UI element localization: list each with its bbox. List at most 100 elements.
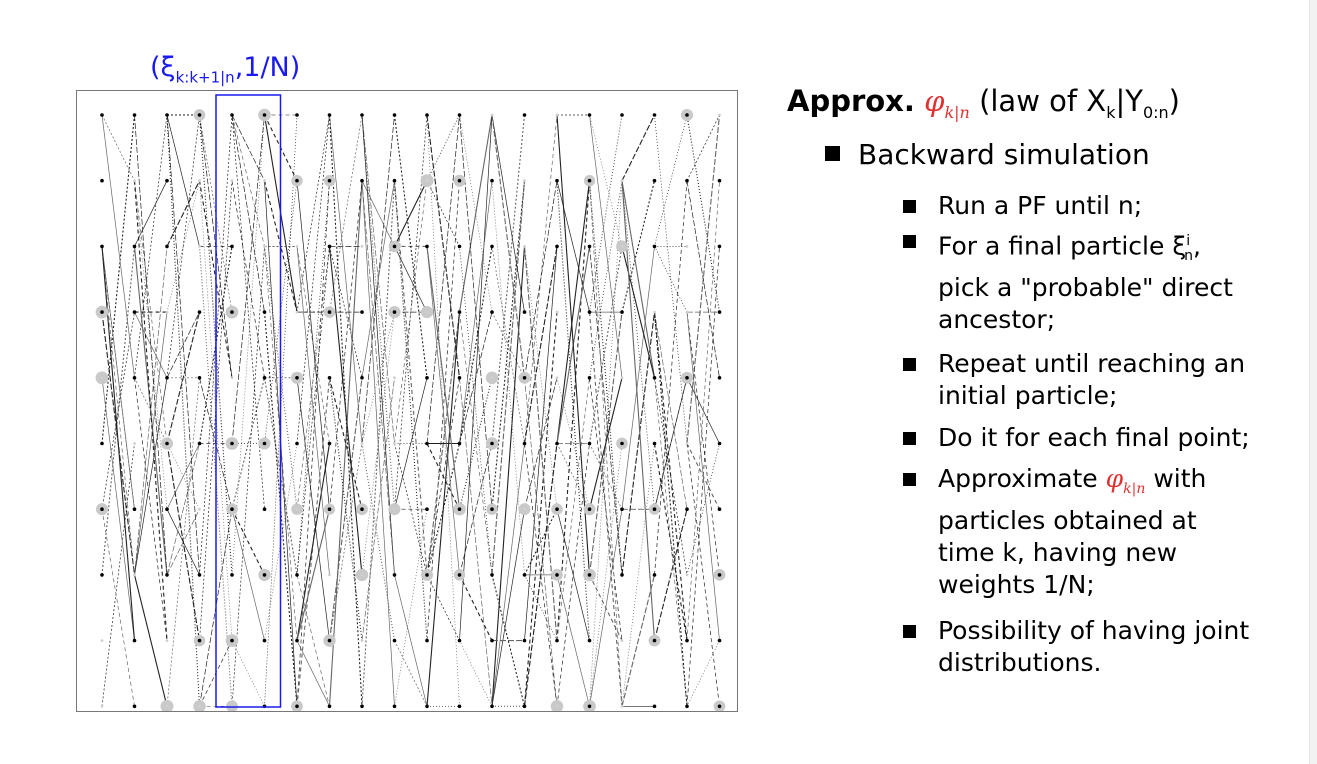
particle (490, 178, 494, 183)
scrollbar-rail[interactable] (1309, 0, 1317, 764)
ancestry-link (133, 246, 168, 575)
ancestry-link (101, 509, 135, 707)
particle (457, 638, 462, 643)
ancestry-link (296, 180, 330, 707)
ancestry-link (458, 246, 493, 444)
ancestry-link (101, 246, 136, 641)
particle (197, 113, 202, 117)
particle (327, 376, 332, 380)
particle (262, 310, 267, 314)
particle (652, 704, 657, 709)
particle (717, 178, 722, 183)
particle (620, 639, 624, 642)
particle (457, 704, 462, 709)
ancestry-link (361, 180, 395, 707)
heading-bar: |Y (1115, 84, 1143, 118)
ancestry-link (328, 114, 363, 707)
square-bullet-icon (903, 358, 916, 371)
ancestry-link (101, 114, 135, 181)
ancestry-link (101, 377, 135, 641)
ancestry-link (231, 246, 265, 707)
ancestry-link (686, 114, 720, 181)
particle (555, 113, 559, 117)
particle (165, 639, 169, 642)
particle (522, 113, 527, 117)
list-item-line: Approximate (938, 464, 1098, 493)
particle (587, 573, 592, 577)
ancestry-link (621, 443, 655, 707)
ancestry-link (653, 509, 688, 641)
particle (717, 573, 722, 577)
particle (457, 441, 462, 446)
particle (295, 638, 299, 643)
ancestry-link (491, 509, 525, 707)
particle (230, 507, 234, 512)
heading-y-sub: 0:n (1142, 102, 1169, 122)
ancestry-link (686, 443, 720, 575)
ancestry-link (459, 574, 493, 641)
ancestry-link (459, 377, 493, 707)
list-item-line: pick a "probable" direct (938, 273, 1233, 303)
particle (360, 639, 364, 642)
particle (523, 245, 526, 248)
particle (587, 310, 592, 314)
ancestry-link (426, 114, 461, 378)
ancestry-link (361, 114, 395, 575)
ancestry-link (296, 180, 330, 510)
heading-rest: (law of X (979, 84, 1107, 118)
particle (327, 244, 332, 249)
ancestry-link (491, 574, 526, 707)
particle (327, 310, 332, 314)
particle (295, 113, 299, 117)
ancestry-link (101, 246, 135, 575)
ancestry-link (621, 180, 656, 378)
particle (198, 704, 201, 708)
particle (392, 244, 397, 249)
ancestry-link (296, 574, 330, 707)
ancestry-link (199, 180, 233, 641)
ancestry-link (134, 114, 168, 378)
particle (100, 573, 104, 577)
ancestry-link (394, 377, 428, 510)
ancestry-link (296, 443, 331, 641)
particle (652, 573, 657, 577)
particle (230, 573, 234, 577)
heading-close: ) (1168, 84, 1180, 118)
ancestry-link (654, 312, 688, 510)
ancestry-link (328, 377, 363, 510)
particle (132, 376, 137, 380)
ancestry-link (686, 312, 720, 575)
particle (392, 310, 397, 314)
ancestry-link (589, 443, 623, 707)
particle (393, 442, 396, 445)
xi-superscript: i (1186, 233, 1191, 249)
particle (652, 244, 657, 249)
particle (717, 376, 722, 380)
particle (230, 179, 234, 183)
particle (555, 310, 559, 314)
particle (262, 113, 267, 117)
particle (100, 178, 104, 183)
particle (230, 310, 234, 314)
ancestry-link (653, 312, 688, 707)
square-bullet-icon (903, 625, 916, 638)
particle (457, 113, 462, 117)
ancestry-link (101, 114, 135, 378)
ancestry-link (426, 443, 460, 510)
heading-bold: Approx. (787, 84, 915, 118)
ancestry-link (134, 377, 168, 575)
bullet-level1: Backward simulation (825, 138, 1150, 171)
ancestry-link (556, 574, 590, 707)
particle (197, 441, 202, 446)
ancestry-link (621, 180, 656, 313)
ancestry-link (426, 312, 461, 707)
particle (100, 244, 104, 249)
ancestry-link (589, 574, 623, 641)
particle (490, 704, 494, 709)
particle (652, 507, 657, 512)
ancestry-link (198, 246, 233, 444)
ancestry-link (459, 443, 493, 575)
particle (425, 310, 429, 314)
ancestry-link (394, 246, 428, 313)
ancestry-link (134, 180, 168, 510)
